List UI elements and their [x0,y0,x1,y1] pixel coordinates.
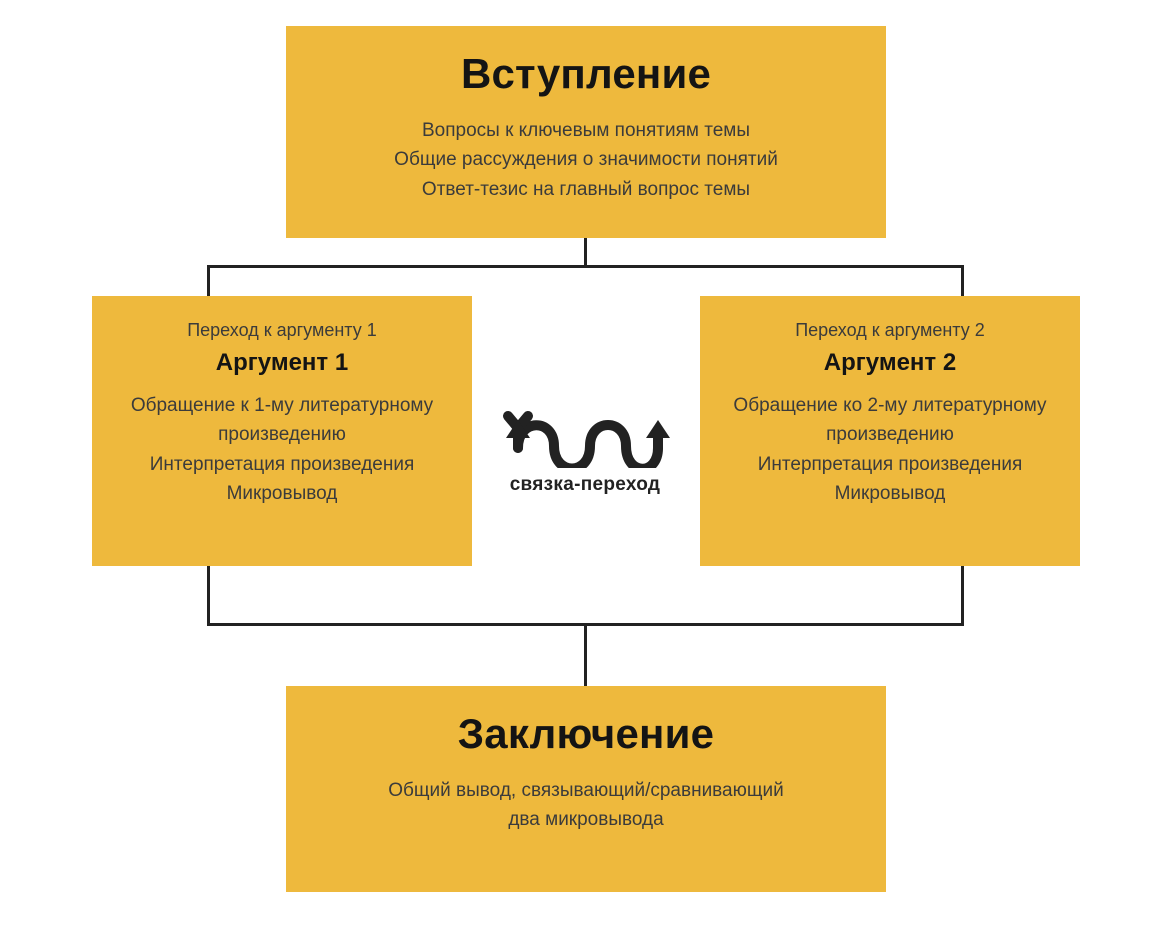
arg2-line: Интерпретация произведения [722,450,1058,479]
arg1-title: Аргумент 1 [114,349,450,377]
arg1-pretitle: Переход к аргументу 1 [114,320,450,341]
conclusion-line: два микровывода [308,805,864,834]
diagram-canvas: Вступление Вопросы к ключевым понятиям т… [0,0,1170,949]
connector [584,626,587,686]
arg1-line: Интерпретация произведения [114,450,450,479]
intro-line: Ответ-тезис на главный вопрос темы [308,175,864,204]
arg1-line: Обращение к 1-му литературному [114,391,450,420]
connector [207,265,210,296]
arg2-pretitle: Переход к аргументу 2 [722,320,1058,341]
arg2-line: Микровывод [722,479,1058,508]
transition-wave-icon [490,388,680,473]
conclusion-box: Заключение Общий вывод, связывающий/срав… [286,686,886,892]
intro-line: Общие рассуждения о значимости понятий [308,145,864,174]
argument-1-box: Переход к аргументу 1 Аргумент 1 Обращен… [92,296,472,566]
transition-label: связка-переход [475,474,695,496]
argument-2-box: Переход к аргументу 2 Аргумент 2 Обращен… [700,296,1080,566]
intro-box: Вступление Вопросы к ключевым понятиям т… [286,26,886,238]
connector [961,265,964,296]
conclusion-title: Заключение [308,710,864,758]
arg2-line: произведению [722,420,1058,449]
connector [207,566,210,626]
connector [961,566,964,626]
arg2-title: Аргумент 2 [722,349,1058,377]
connector [584,238,587,268]
intro-title: Вступление [308,50,864,98]
intro-line: Вопросы к ключевым понятиям темы [308,116,864,145]
arg1-line: Микровывод [114,479,450,508]
conclusion-line: Общий вывод, связывающий/сравнивающий [308,776,864,805]
arg2-line: Обращение ко 2-му литературному [722,391,1058,420]
arg1-line: произведению [114,420,450,449]
connector [207,265,964,268]
